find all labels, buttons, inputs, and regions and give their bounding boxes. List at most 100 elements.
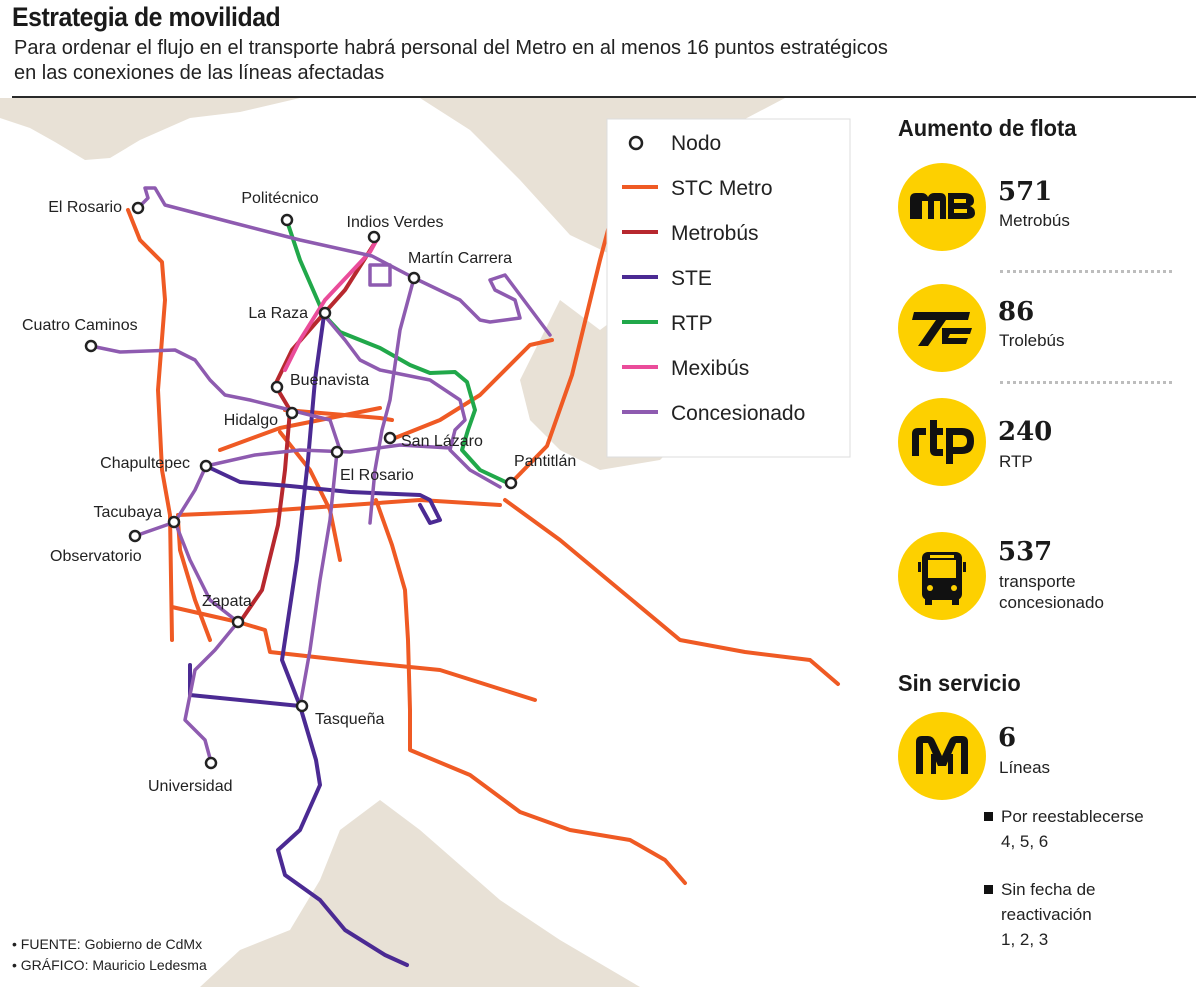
node-tasquena — [295, 699, 309, 713]
trolebus-count: 86 — [998, 297, 1035, 327]
source-credit: • FUENTE: Gobierno de CdMx — [12, 936, 203, 952]
node-label: Observatorio — [50, 548, 142, 565]
out-of-service-count: 6 — [998, 723, 1017, 753]
header-divider — [12, 96, 1196, 98]
node-label: Pantitlán — [514, 453, 576, 470]
rtp-count: 240 — [998, 417, 1053, 447]
page-subtitle: Para ordenar el flujo en el transporte h… — [14, 37, 888, 84]
concesionado-label: transporte concesionado — [999, 572, 1104, 612]
legend-label: STE — [671, 267, 712, 290]
graphic-credit: • GRÁFICO: Mauricio Ledesma — [12, 957, 207, 973]
legend-item-ste: STE — [622, 267, 712, 290]
node-cuatro-caminos — [84, 339, 98, 353]
node-la-raza — [318, 306, 332, 320]
legend-node-swatch — [628, 135, 644, 151]
node-label: La Raza — [248, 305, 308, 322]
metro-line-c — [508, 198, 618, 486]
legend-item-node: Nodo — [628, 132, 721, 155]
node-label: Chapultepec — [100, 455, 190, 472]
bullet-square — [984, 812, 993, 821]
node-label: El Rosario — [340, 467, 414, 484]
legend-item-concesionado: Concesionado — [622, 402, 805, 425]
node-markers — [84, 201, 518, 770]
node-label: Tacubaya — [94, 504, 163, 521]
metrobus-line-a — [238, 239, 378, 624]
concesionado-lines — [89, 186, 552, 764]
page-title: Estrategia de movilidad — [12, 2, 281, 32]
legend-box — [606, 118, 851, 458]
legend-label: RTP — [671, 312, 713, 335]
note-no-date: Sin fecha de reactivación 1, 2, 3 — [982, 877, 1096, 952]
legend-label: STC Metro — [671, 177, 773, 200]
node-el-rosario-2 — [330, 445, 344, 459]
node-observatorio — [128, 529, 142, 543]
metrobus-logo-icon — [898, 163, 986, 251]
node-label: El Rosario — [48, 199, 122, 216]
metro-line-j — [374, 498, 687, 885]
bus-icon — [898, 532, 986, 620]
node-indios-verdes — [367, 230, 381, 244]
metro-logo-icon — [898, 712, 986, 800]
metro-line-a — [126, 208, 174, 642]
conc-line-d — [368, 276, 416, 525]
node-pantitlan — [504, 476, 518, 490]
out-of-service-label: Líneas — [999, 758, 1051, 777]
bullet-square — [984, 885, 993, 894]
node-labels: El Rosario Politécnico Indios Verdes Mar… — [22, 190, 576, 795]
mexibus-line-a — [283, 239, 378, 372]
legend-label: Concesionado — [671, 402, 805, 425]
divider — [1000, 270, 1172, 273]
mexibus-lines — [283, 239, 378, 372]
legend-item-rtp: RTP — [622, 312, 713, 335]
map-legend: Nodo STC Metro Metrobús STE RTP Mexibús … — [606, 118, 851, 458]
divider — [1000, 381, 1172, 384]
legend-label: Metrobús — [671, 222, 759, 245]
node-label: Cuatro Caminos — [22, 317, 138, 334]
node-martin-carrera — [407, 271, 421, 285]
out-of-service-title: Sin servicio — [898, 670, 1021, 696]
metrobus-lines — [238, 239, 378, 624]
conc-line-b — [89, 344, 342, 452]
node-label: Hidalgo — [224, 412, 278, 429]
legend-item-metro: STC Metro — [622, 177, 773, 200]
node-tacubaya — [167, 515, 181, 529]
conc-line-g — [298, 450, 339, 708]
node-label: Zapata — [202, 593, 252, 610]
metrobus-label: Metrobús — [999, 211, 1070, 230]
node-el-rosario — [131, 201, 145, 215]
note-restore: Por reestablecerse 4, 5, 6 — [982, 804, 1144, 854]
ste-line-b — [204, 464, 442, 525]
legend-label: Nodo — [671, 132, 721, 155]
trolebus-logo-icon — [898, 284, 986, 372]
metro-line-g — [503, 498, 840, 686]
node-buenavista — [270, 380, 284, 394]
rtp-logo-icon — [898, 398, 986, 486]
metro-line-f — [283, 408, 394, 422]
fleet-title: Aumento de flota — [898, 115, 1077, 141]
node-label: Buenavista — [290, 372, 369, 389]
trolebus-label: Trolebús — [999, 331, 1065, 350]
legend-label: Mexibús — [671, 357, 749, 380]
metro-line-d — [388, 338, 554, 442]
node-hidalgo — [285, 406, 299, 420]
node-label: Politécnico — [241, 190, 318, 207]
conc-line-e — [322, 313, 502, 489]
conc-line-c — [368, 263, 392, 287]
node-label: Indios Verdes — [347, 214, 444, 231]
conc-line-a — [136, 186, 552, 337]
metro-line-b — [176, 498, 502, 517]
ste-line-a — [276, 313, 409, 967]
node-politecnico — [280, 213, 294, 227]
conc-line-f — [204, 443, 452, 468]
node-zapata — [231, 615, 245, 629]
node-universidad — [204, 756, 218, 770]
conc-line-i — [173, 520, 240, 764]
metro-line-e — [218, 406, 382, 452]
metrobus-count: 571 — [998, 177, 1053, 207]
rtp-label: RTP — [999, 452, 1033, 471]
node-san-lazaro — [383, 431, 397, 445]
legend-item-mexibus: Mexibús — [622, 357, 749, 380]
node-label: Martín Carrera — [408, 250, 512, 267]
legend-item-metrobus: Metrobús — [622, 222, 759, 245]
node-label: San Lázaro — [401, 433, 483, 450]
